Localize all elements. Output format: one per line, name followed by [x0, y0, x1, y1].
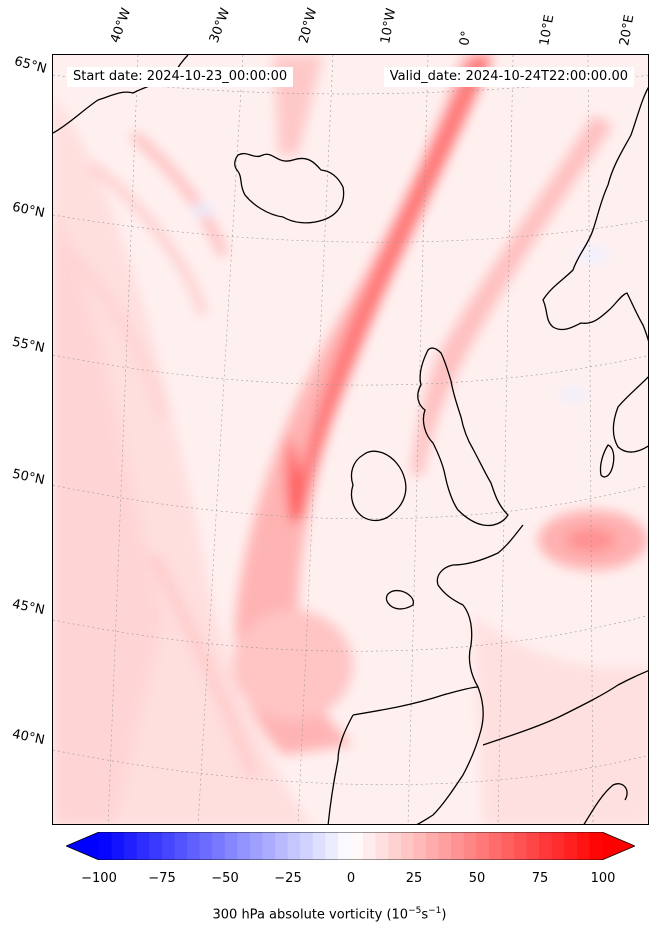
colorbar — [66, 832, 635, 860]
colorbar-segment — [564, 832, 578, 860]
colorbar-segment — [488, 832, 502, 860]
colorbar-segment — [287, 832, 301, 860]
france-iberia-coast — [416, 524, 524, 824]
map-panel[interactable]: Start date: 2024-10-23_00:00:00 Valid_da… — [52, 54, 649, 825]
colorbar-segment — [526, 832, 540, 860]
colorbar-segment — [551, 832, 565, 860]
colorbar-label-text: 300 hPa absolute vorticity (10 — [212, 907, 409, 923]
colorbar-tick: 25 — [405, 871, 423, 886]
lon-label-20e: 20°E — [617, 13, 638, 47]
colorbar-label-exp1: −5 — [408, 906, 422, 916]
colorbar-tick: 75 — [531, 871, 549, 886]
spain-north-coast — [352, 686, 479, 716]
lon-label-10e: 10°E — [537, 13, 558, 47]
start-date-label: Start date: 2024-10-23_00:00:00 — [67, 67, 294, 87]
colorbar-segment — [124, 832, 138, 860]
colorbar-segment — [111, 832, 125, 860]
ireland-coast — [350, 450, 407, 522]
colorbar-segment — [275, 832, 289, 860]
colorbar-segment — [589, 832, 603, 860]
lat-label-60n: 60°N — [10, 199, 46, 222]
colorbar-extend-low — [66, 832, 99, 860]
norway-coast — [542, 87, 648, 342]
colorbar-segment — [262, 832, 276, 860]
colorbar-segment — [476, 832, 490, 860]
colorbar-segment — [300, 832, 314, 860]
colorbar-segment — [451, 832, 465, 860]
colorbar-segment — [212, 832, 226, 860]
colorbar-segment — [513, 832, 528, 860]
lat-label-50n: 50°N — [10, 466, 46, 489]
colorbar-segment — [400, 832, 414, 860]
colorbar-label-exp2: −1 — [428, 906, 442, 916]
lon-label-10w: 10°W — [378, 7, 400, 46]
valid-date-label: Valid_date: 2024-10-24T22:00:00.00 — [383, 67, 634, 87]
lon-label-40w: 40°W — [107, 6, 135, 45]
colorbar-segment — [237, 832, 251, 860]
colorbar-segment — [249, 832, 263, 860]
brittany-coast — [385, 589, 415, 610]
colorbar-extend-high — [602, 832, 635, 860]
colorbar-segment — [224, 832, 238, 860]
vorticity-shading — [53, 55, 648, 824]
colorbar-tick: 50 — [468, 871, 486, 886]
colorbar-segment — [312, 832, 326, 860]
colorbar-segment — [337, 832, 351, 860]
colorbar-segment — [199, 832, 213, 860]
colorbar-segment — [576, 832, 590, 860]
colorbar-tick: −50 — [211, 871, 239, 886]
lat-label-55n: 55°N — [10, 334, 46, 357]
sweden-coast — [612, 376, 648, 453]
colorbar-segment — [388, 832, 402, 860]
lat-label-65n: 65°N — [12, 54, 49, 77]
colorbar-segment — [425, 832, 440, 860]
portugal-coast — [327, 714, 354, 824]
colorbar-segments — [66, 832, 635, 860]
denmark-coast — [599, 444, 615, 478]
colorbar-tick: −25 — [274, 871, 302, 886]
colorbar-segment — [136, 832, 150, 860]
lat-label-40n: 40°N — [10, 726, 46, 749]
colorbar-tick: −75 — [148, 871, 176, 886]
colorbar-segment — [413, 832, 427, 860]
lon-label-30w: 30°W — [206, 6, 234, 45]
colorbar-segment — [463, 832, 477, 860]
colorbar-segment — [174, 832, 188, 860]
colorbar-segment — [438, 832, 452, 860]
vorticity-map — [53, 55, 648, 824]
lat-label-45n: 45°N — [10, 596, 46, 619]
colorbar-label: 300 hPa absolute vorticity (10−5s−1) — [0, 906, 659, 922]
colorbar-segment — [539, 832, 553, 860]
colorbar-tick: −100 — [81, 871, 117, 886]
lon-label-0: 0° — [457, 29, 475, 47]
colorbar-label-close: ) — [441, 907, 447, 923]
mediterranean-coast — [482, 670, 648, 746]
corsica-sardinia-coast — [583, 783, 628, 824]
colorbar-segment — [187, 832, 201, 860]
colorbar-segment — [161, 832, 175, 860]
colorbar-tick: 0 — [346, 871, 356, 886]
colorbar-segment — [350, 832, 364, 860]
iceland-coast — [234, 152, 345, 224]
lon-label-20w: 20°W — [296, 6, 321, 45]
great-britain-coast — [417, 347, 509, 527]
colorbar-segment — [99, 832, 113, 860]
colorbar-label-unit: s — [421, 907, 429, 923]
colorbar-segment — [325, 832, 339, 860]
colorbar-segment — [501, 832, 515, 860]
colorbar-segment — [363, 832, 377, 860]
colorbar-segment — [375, 832, 389, 860]
colorbar-tick: 100 — [590, 871, 616, 886]
colorbar-segment — [149, 832, 163, 860]
